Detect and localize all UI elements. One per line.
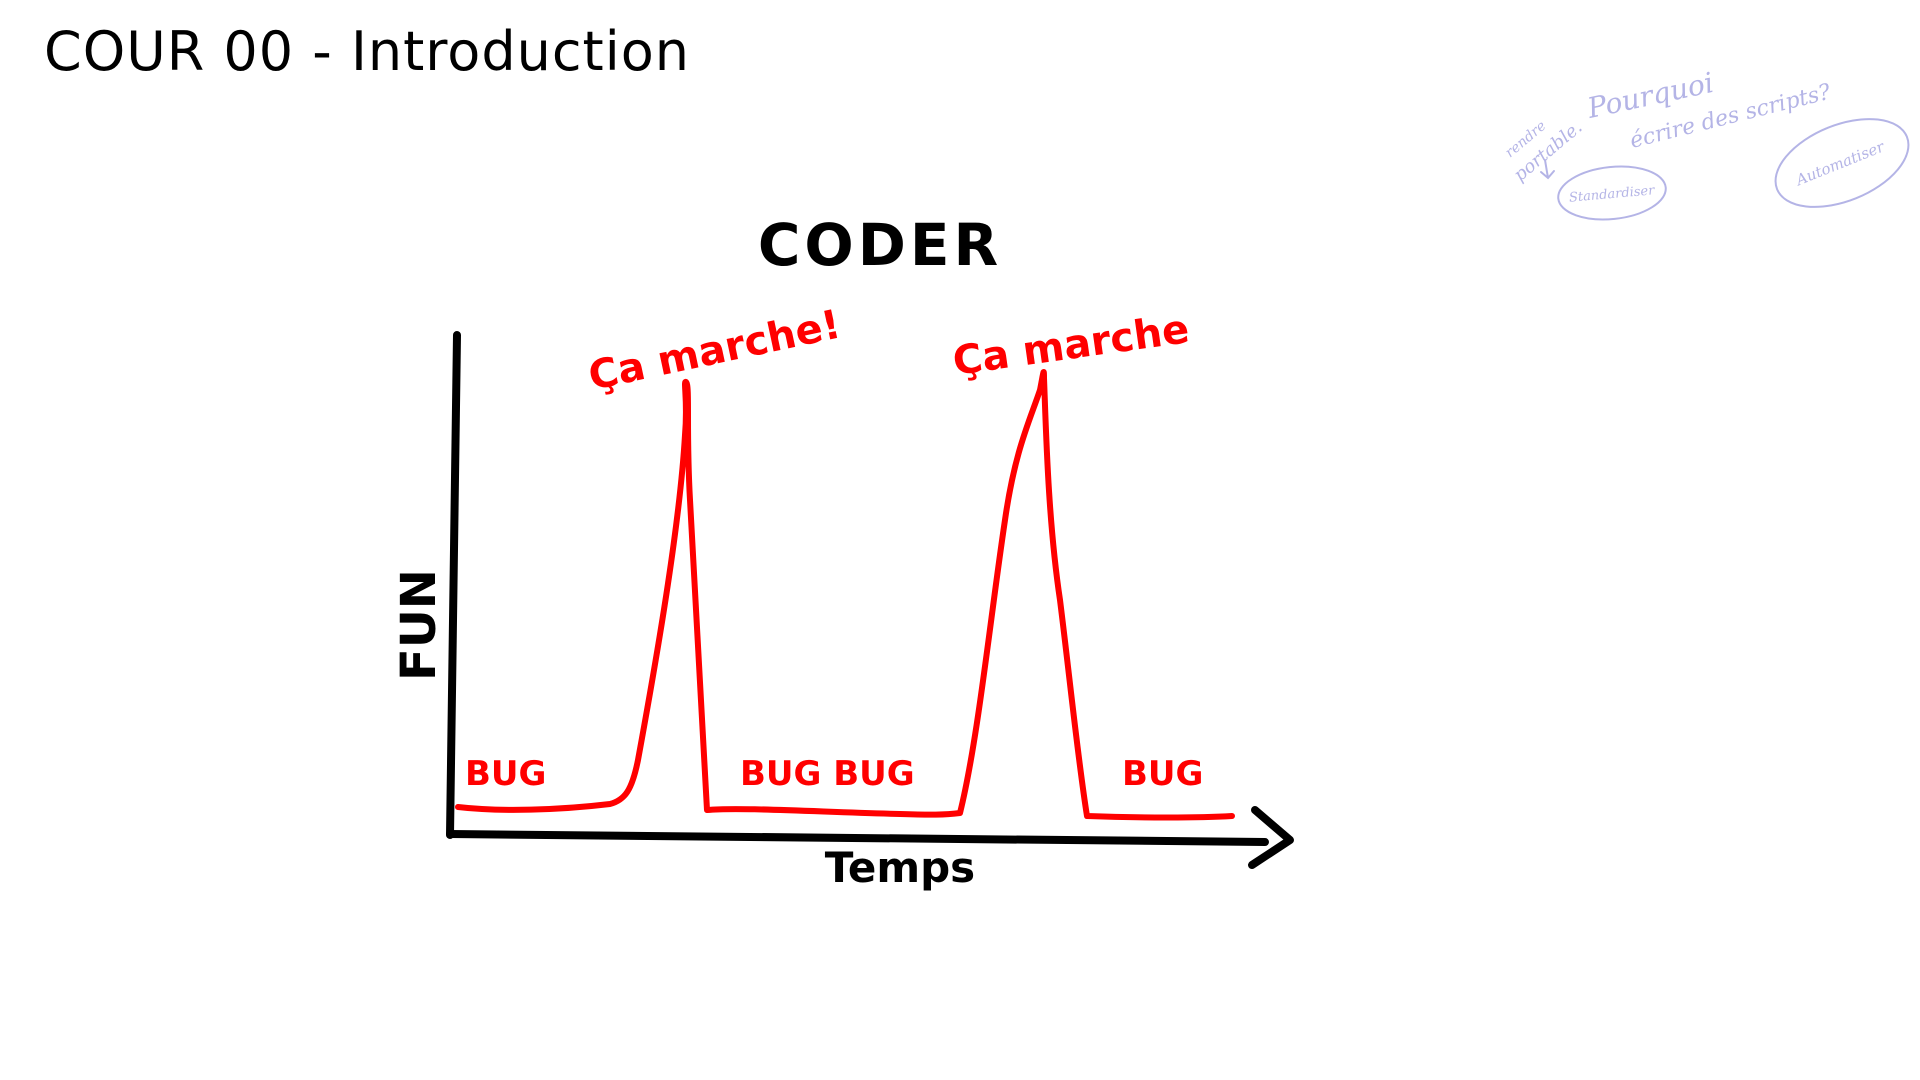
peak-label-2: Ça marche [950,306,1192,385]
x-axis-arrowhead [1248,806,1294,869]
bug-label-1: BUG [465,754,546,794]
bug-label-2: BUG BUG [740,754,915,794]
bubble-left-label: Standardiser [1568,183,1655,205]
y-axis [446,331,461,839]
side-notes: Pourquoi écrire des scripts? rendre port… [1502,66,1910,221]
bubble-left-outline [1557,165,1667,221]
slide-title: COUR 00 - Introduction [44,20,690,83]
x-axis-label: Temps [825,843,975,892]
x-axis [446,830,1269,846]
bug-label-3: BUG [1122,754,1203,794]
fun-curve [455,369,1235,821]
bubble-right-label: Automatiser [1792,137,1888,190]
aside-arrow [1540,159,1555,180]
peak-label-1: Ça marche! [585,302,845,400]
sketch-heading: CODER [758,211,1002,279]
bubble-right-outline [1774,118,1910,208]
y-axis-label: FUN [391,569,447,681]
